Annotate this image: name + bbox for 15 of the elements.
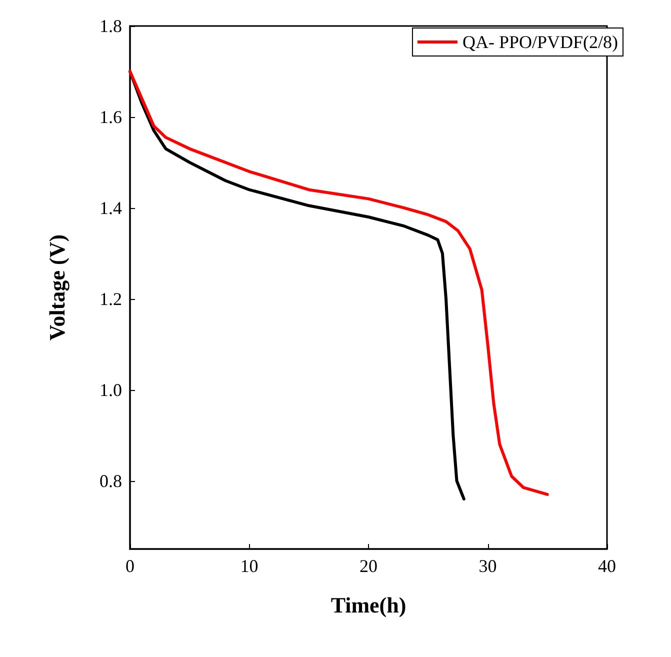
y-tick-label: 1.6 xyxy=(100,106,122,127)
x-tick-label: 30 xyxy=(478,556,497,576)
x-axis-title: Time(h) xyxy=(330,592,406,618)
y-tick-label: 1.2 xyxy=(100,288,122,309)
legend-label: QA- PPO/PVDF(2/8) xyxy=(462,32,618,52)
x-tick-label: 20 xyxy=(360,556,378,576)
x-tick-label: 0 xyxy=(126,556,134,576)
line-series xyxy=(128,70,549,496)
y-tick-label: 0.8 xyxy=(100,470,122,491)
y-tick-label: 1.8 xyxy=(100,16,122,36)
x-tick-label: 40 xyxy=(598,556,616,576)
x-tick-label: 10 xyxy=(240,556,258,576)
y-tick-label: 1.4 xyxy=(100,198,122,218)
y-axis-title: Voltage (V) xyxy=(44,234,70,341)
y-tick-label: 1.0 xyxy=(100,380,122,400)
